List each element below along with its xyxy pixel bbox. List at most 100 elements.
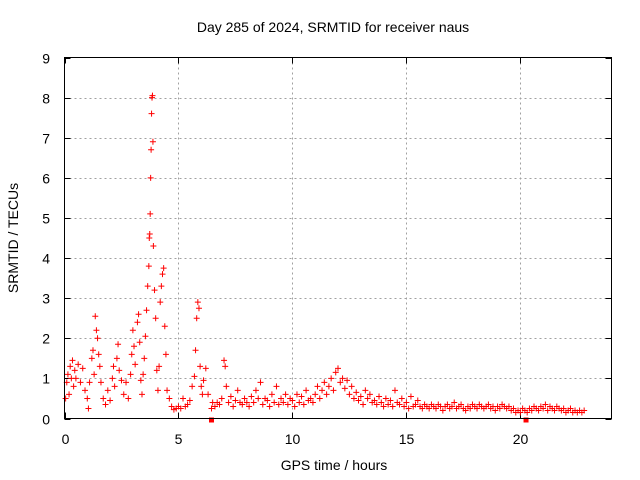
y-tick-label: 2 (42, 331, 50, 347)
data-point (184, 401, 191, 408)
data-point (255, 395, 262, 402)
data-point (71, 367, 78, 374)
data-point (296, 399, 303, 406)
data-point (77, 379, 84, 386)
data-point (115, 341, 122, 348)
data-point (325, 383, 332, 390)
data-point (152, 315, 159, 322)
gap-marker (209, 417, 215, 423)
data-point (273, 383, 280, 390)
data-point (118, 377, 125, 384)
x-tick-label: 0 (62, 431, 70, 447)
data-point (137, 377, 144, 384)
data-point (134, 319, 141, 326)
data-point (544, 407, 551, 414)
data-point (403, 399, 410, 406)
data-point (419, 405, 426, 412)
data-point (303, 387, 310, 394)
data-point (298, 393, 305, 400)
x-tick-label: 20 (513, 431, 529, 447)
data-point (191, 373, 198, 380)
data-point (91, 371, 98, 378)
data-point (271, 399, 278, 406)
data-point (355, 397, 362, 404)
data-point (180, 395, 187, 402)
data-point (142, 333, 149, 340)
data-point (335, 365, 341, 372)
data-point (462, 407, 469, 414)
data-point (330, 387, 337, 394)
data-point (309, 399, 316, 406)
data-point (405, 405, 412, 412)
data-point (241, 395, 248, 402)
data-point (439, 407, 446, 414)
data-point (195, 305, 202, 312)
data-point (353, 389, 360, 396)
data-point (144, 283, 151, 290)
data-point (153, 367, 160, 374)
data-point (149, 92, 156, 99)
data-point (69, 357, 76, 364)
data-point (202, 365, 209, 372)
data-point (289, 397, 296, 404)
data-point (259, 401, 266, 408)
data-point (293, 391, 300, 398)
data-point (147, 210, 154, 217)
data-point (264, 397, 271, 404)
data-point (275, 401, 282, 408)
data-point (156, 363, 163, 370)
data-point (123, 379, 130, 386)
data-point (159, 271, 166, 278)
data-point (75, 361, 82, 368)
data-point (132, 361, 139, 368)
data-point (125, 395, 132, 402)
data-point (307, 395, 314, 402)
data-point (230, 403, 237, 410)
data-point (67, 363, 74, 370)
data-point (70, 383, 77, 390)
data-point (467, 405, 474, 412)
data-point (94, 335, 101, 342)
data-point (517, 409, 524, 416)
data-point (95, 351, 102, 358)
data-point (110, 363, 117, 370)
data-point (79, 365, 86, 372)
data-point (161, 323, 168, 330)
data-point (166, 395, 173, 402)
data-point (140, 371, 147, 378)
data-point (85, 405, 92, 412)
data-point (243, 399, 250, 406)
data-point (357, 393, 364, 400)
data-point (257, 379, 264, 386)
data-point (282, 391, 289, 398)
data-point (396, 401, 403, 408)
data-point (380, 403, 387, 410)
data-point (239, 401, 246, 408)
data-point (505, 403, 512, 410)
data-point (93, 327, 100, 334)
y-tick-label: 8 (42, 91, 50, 107)
data-point (225, 399, 232, 406)
data-point (100, 395, 107, 402)
data-point (136, 339, 143, 346)
y-tick-label: 4 (42, 251, 50, 267)
data-point (82, 387, 89, 394)
data-point (389, 403, 396, 410)
data-point (128, 351, 135, 358)
y-tick-label: 6 (42, 171, 50, 187)
x-tick-label: 10 (285, 431, 301, 447)
data-point (150, 243, 157, 250)
data-point (252, 387, 259, 394)
y-tick-label: 3 (42, 291, 50, 307)
data-point (135, 311, 142, 318)
data-point (364, 395, 371, 402)
data-point (216, 401, 223, 408)
data-point (164, 387, 171, 394)
data-point (160, 265, 167, 272)
data-point (474, 405, 481, 412)
data-point (362, 387, 369, 394)
grid-lines (64, 57, 612, 419)
data-point (485, 401, 492, 408)
data-point (146, 230, 153, 237)
